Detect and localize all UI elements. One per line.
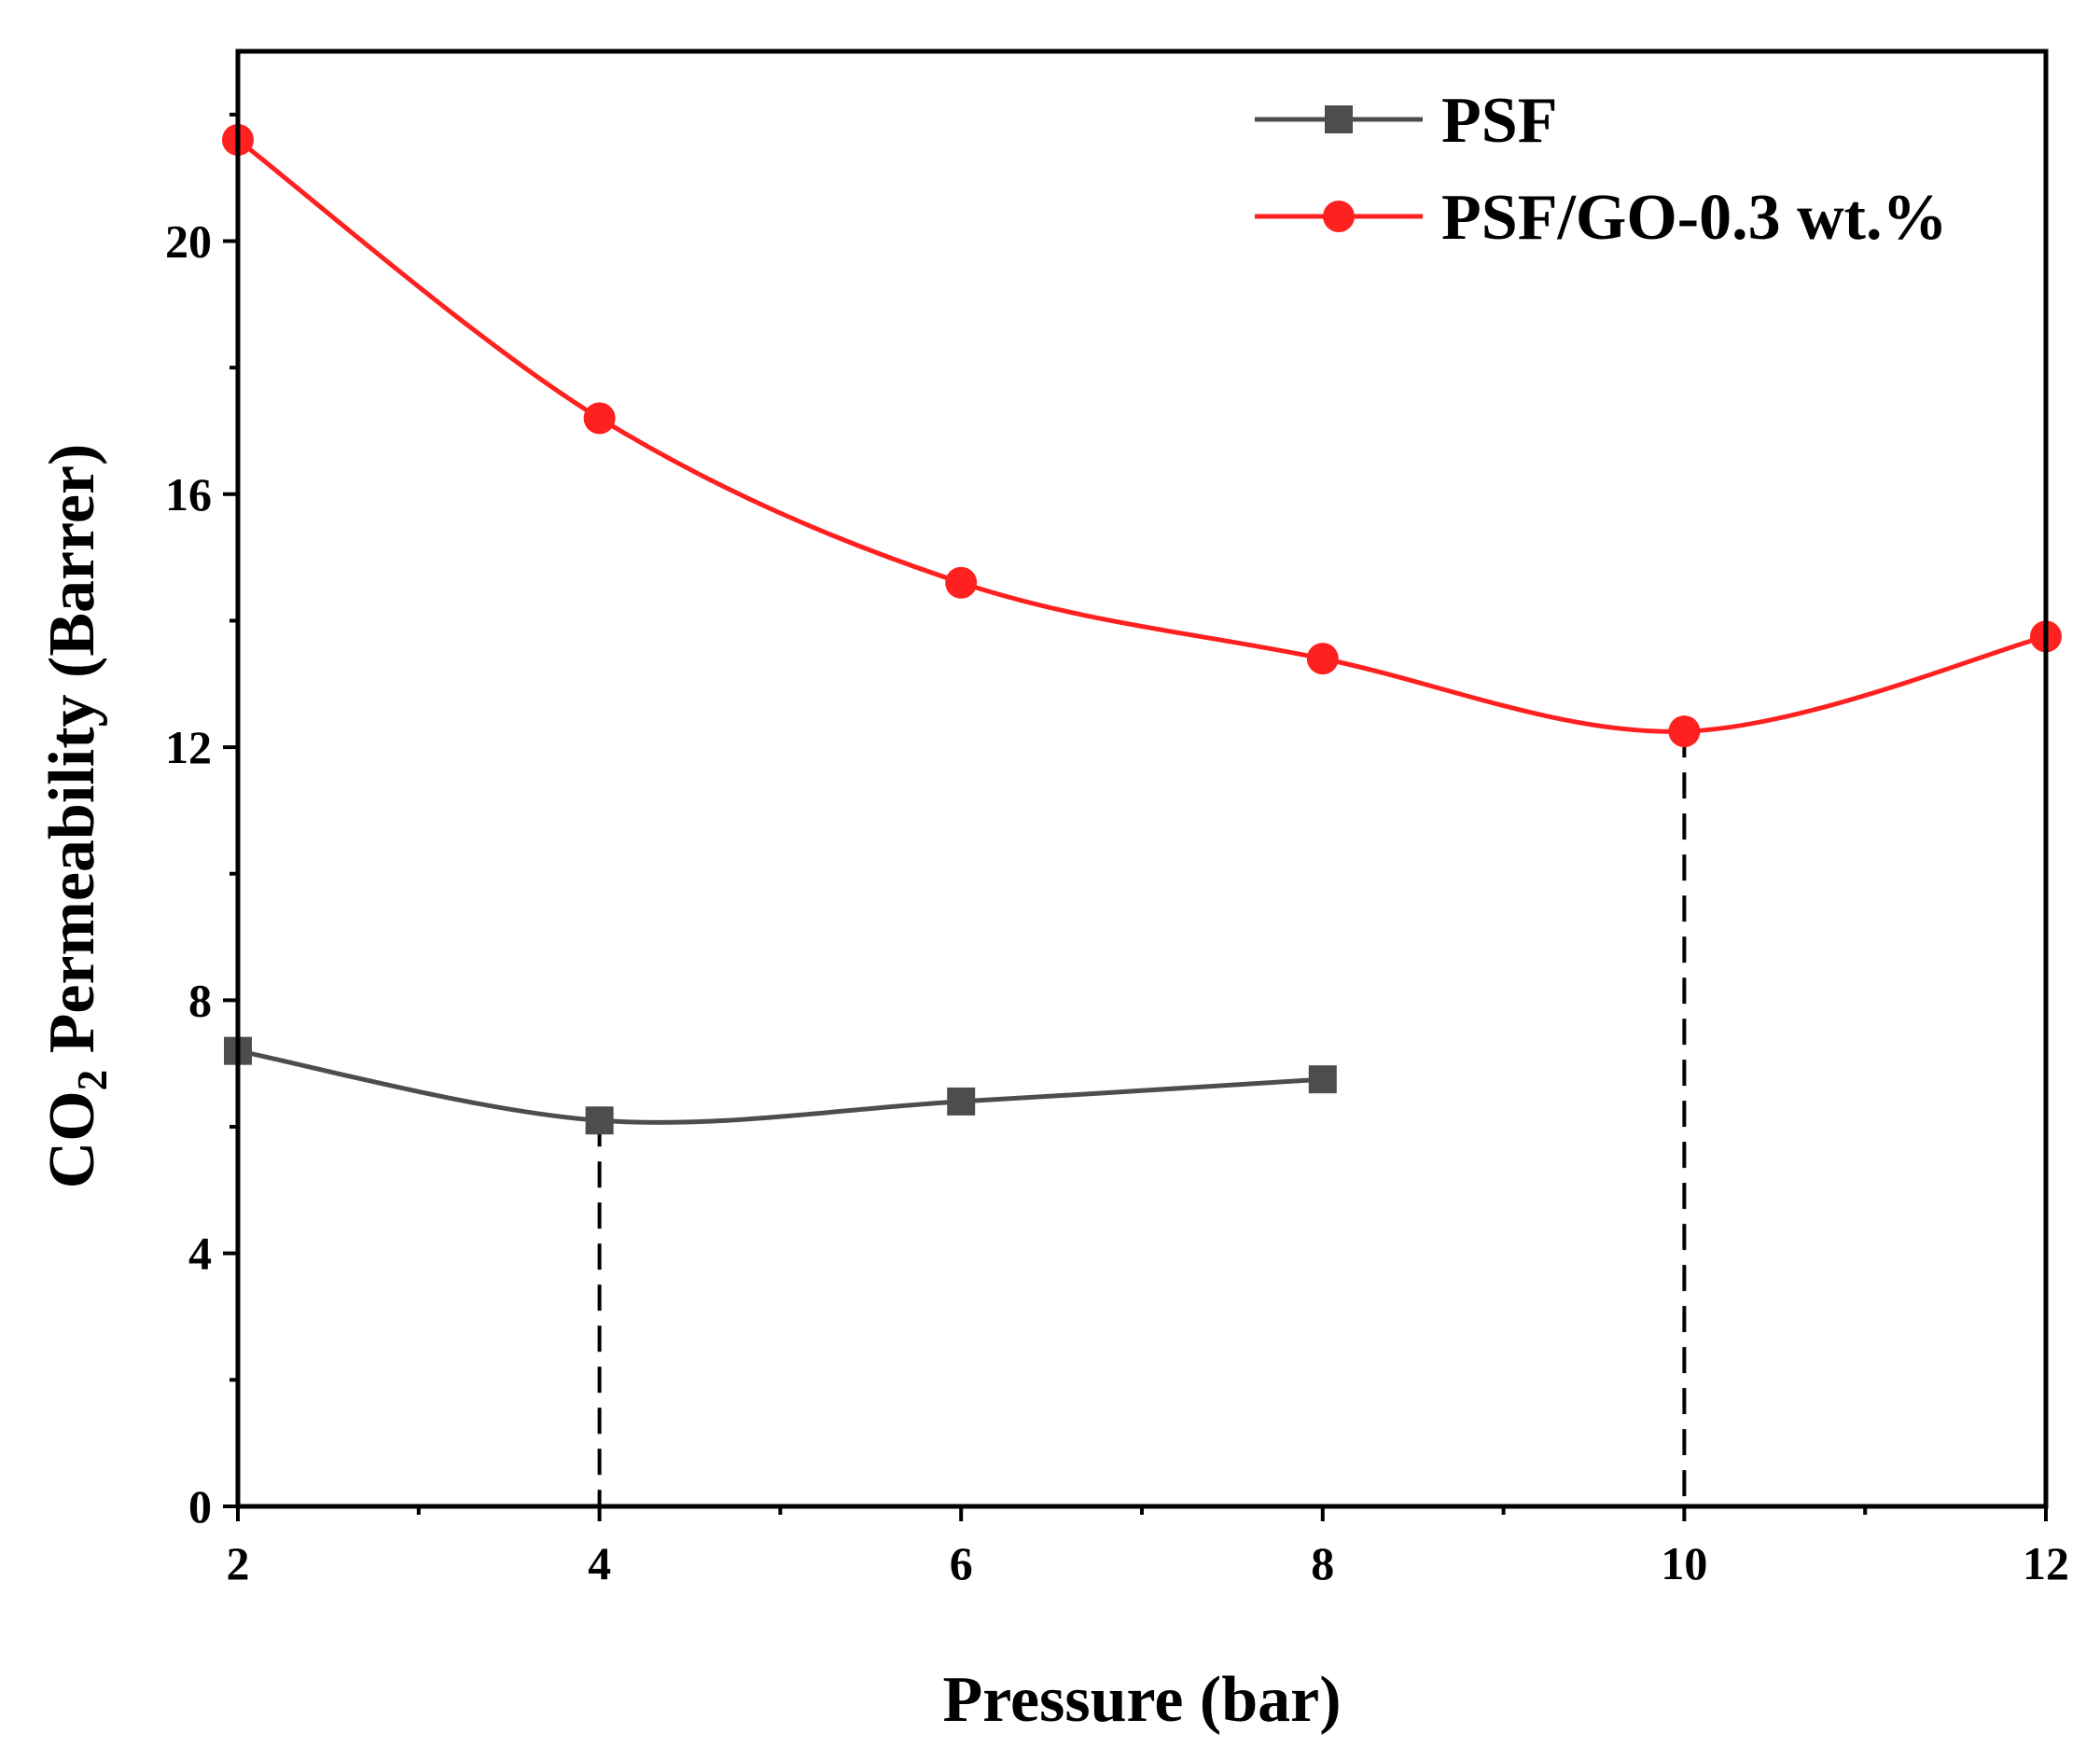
legend-label-psf: PSF — [1441, 85, 1557, 157]
y-axis-title-sub: 2 — [69, 1070, 116, 1091]
series-markers — [222, 123, 2062, 1135]
data-point-psf — [947, 1087, 976, 1116]
series-line-psf-go — [236, 137, 2047, 734]
legend: PSF PSF/GO-0.3 wt.% — [1255, 85, 1947, 254]
data-point-psf-go — [1668, 715, 1701, 748]
x-tick-label: 6 — [950, 1537, 973, 1589]
legend-label-psf-go: PSF/GO-0.3 wt.% — [1441, 182, 1947, 254]
series-lines — [236, 137, 2047, 1125]
legend-marker-psf — [1325, 105, 1353, 133]
x-tick-label: 2 — [227, 1537, 250, 1589]
data-point-psf — [585, 1106, 614, 1135]
y-axis-title-post: Permeability (Barrer) — [36, 444, 108, 1070]
y-tick-label: 8 — [188, 974, 212, 1026]
x-tick-label: 8 — [1311, 1537, 1334, 1589]
drop-lines — [597, 731, 1687, 1506]
data-point-psf — [1308, 1065, 1337, 1094]
y-tick-labels: 0 4 8 12 16 20 — [165, 215, 212, 1532]
y-tick-label: 16 — [165, 468, 212, 520]
y-axis-title: CO2 Permeability (Barrer) — [36, 444, 116, 1189]
legend-marker-psf-go — [1323, 201, 1355, 232]
data-point-psf-go — [583, 402, 616, 435]
axis-ticks — [223, 112, 2048, 1521]
y-tick-label: 4 — [188, 1227, 212, 1280]
y-tick-label: 12 — [165, 721, 212, 773]
y-axis-title-pre: CO — [36, 1090, 108, 1188]
y-tick-label: 20 — [165, 215, 212, 267]
x-axis-title: Pressure (bar) — [942, 1664, 1341, 1736]
x-tick-label: 4 — [588, 1537, 611, 1589]
x-tick-label: 10 — [1661, 1537, 1707, 1589]
data-point-psf-go — [945, 566, 978, 599]
x-tick-labels: 2 4 6 8 10 12 — [227, 1537, 2070, 1589]
x-tick-label: 12 — [2023, 1537, 2069, 1589]
data-point-psf-go — [1306, 643, 1339, 675]
plot-frame — [235, 49, 2049, 1509]
series-line-psf — [237, 1048, 1323, 1125]
y-tick-label: 0 — [188, 1480, 212, 1532]
